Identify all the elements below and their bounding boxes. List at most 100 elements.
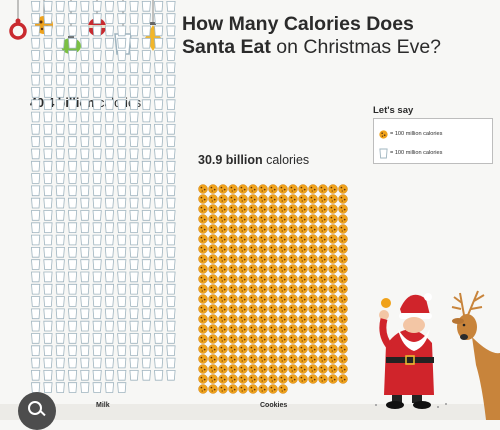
title-santa-eat: Santa Eat bbox=[182, 36, 271, 58]
cookie-icon bbox=[228, 304, 238, 314]
milk-glass-icon bbox=[67, 234, 78, 246]
milk-glass-icon bbox=[43, 234, 53, 246]
milk-glass-icon bbox=[154, 259, 164, 270]
cookie-icon bbox=[288, 254, 298, 264]
milk-glass-icon bbox=[104, 357, 115, 369]
cookie-icon bbox=[258, 294, 268, 304]
milk-glass-icon bbox=[104, 62, 115, 74]
cookie-icon bbox=[278, 344, 288, 354]
milk-glass-icon bbox=[129, 247, 139, 258]
milk-glass-icon bbox=[129, 308, 139, 320]
milk-glass-icon bbox=[67, 370, 78, 381]
cookie-icon bbox=[208, 184, 218, 194]
milk-glass-icon bbox=[92, 160, 102, 172]
cookie-icon bbox=[268, 194, 278, 204]
cookie-icon bbox=[208, 314, 218, 324]
cookie-icon bbox=[268, 254, 278, 264]
milk-glass-icon bbox=[117, 160, 127, 172]
cookie-icon bbox=[338, 294, 348, 304]
milk-glass-icon bbox=[67, 271, 78, 283]
milk-glass-icon bbox=[141, 234, 151, 246]
cookie-icon bbox=[248, 274, 258, 284]
cookie-icon bbox=[248, 364, 258, 374]
milk-glass-icon bbox=[92, 210, 102, 221]
cookie-icon bbox=[228, 374, 238, 384]
milk-glass-icon bbox=[141, 74, 151, 86]
cookie-icon bbox=[208, 254, 218, 264]
milk-glass-icon bbox=[141, 0, 151, 12]
cookie-icon bbox=[268, 304, 278, 314]
series-milk bbox=[31, 0, 176, 393]
milk-glass-icon bbox=[129, 370, 139, 381]
milk-glass-icon bbox=[92, 259, 102, 270]
cookie-icon bbox=[228, 244, 238, 254]
cookie-icon bbox=[328, 184, 338, 194]
milk-glass-icon bbox=[154, 345, 164, 356]
cookie-icon bbox=[328, 254, 338, 264]
milk-glass-icon bbox=[43, 283, 53, 295]
cookie-icon bbox=[268, 354, 278, 364]
milk-glass-icon bbox=[67, 25, 78, 37]
milk-glass-icon bbox=[31, 37, 41, 49]
cookie-icon bbox=[308, 284, 318, 294]
milk-glass-icon bbox=[117, 0, 127, 12]
milk-glass-icon bbox=[129, 50, 139, 61]
cookie-icon bbox=[238, 294, 248, 304]
milk-glass-icon bbox=[154, 308, 164, 320]
milk-glass-icon bbox=[141, 111, 151, 123]
cookie-icon bbox=[248, 314, 258, 324]
milk-glass-icon bbox=[55, 111, 65, 123]
milk-glass-icon bbox=[141, 308, 151, 320]
milk-glass-icon bbox=[67, 320, 78, 332]
cookie-icon bbox=[298, 284, 308, 294]
milk-glass-icon bbox=[166, 173, 176, 184]
cookie-icon bbox=[308, 224, 318, 234]
milk-glass-icon bbox=[104, 320, 115, 332]
cookie-icon bbox=[278, 314, 288, 324]
milk-glass-icon bbox=[117, 357, 127, 369]
milk-glass-icon bbox=[55, 210, 65, 221]
milk-glass-icon bbox=[80, 320, 90, 332]
cookie-icon bbox=[238, 364, 248, 374]
milk-glass-icon bbox=[31, 345, 41, 356]
cookie-icon bbox=[318, 184, 328, 194]
image-search-button[interactable] bbox=[18, 392, 56, 430]
milk-glass-icon bbox=[55, 50, 65, 61]
milk-glass-icon bbox=[166, 87, 176, 98]
milk-glass-icon bbox=[129, 74, 139, 86]
milk-glass-icon bbox=[166, 74, 176, 86]
cookie-icon bbox=[198, 314, 208, 324]
cookie-icon bbox=[198, 244, 208, 254]
milk-glass-icon bbox=[31, 185, 41, 197]
milk-glass-icon bbox=[92, 148, 102, 160]
milk-glass-icon bbox=[67, 185, 78, 197]
milk-glass-icon bbox=[55, 173, 65, 184]
milk-glass-icon bbox=[129, 345, 139, 356]
cookie-icon bbox=[278, 234, 288, 244]
milk-glass-icon bbox=[166, 0, 176, 12]
milk-glass-icon bbox=[117, 124, 127, 135]
milk-glass-icon bbox=[55, 283, 65, 295]
cookie-icon bbox=[308, 374, 318, 384]
cookie-icon bbox=[328, 234, 338, 244]
milk-glass-icon bbox=[166, 160, 176, 172]
milk-glass-icon bbox=[31, 13, 41, 24]
milk-glass-icon bbox=[154, 50, 164, 61]
milk-glass-icon bbox=[154, 210, 164, 221]
cookies-value-label: 30.9 billion calories bbox=[198, 153, 309, 167]
cookie-icon bbox=[268, 184, 278, 194]
milk-glass-icon bbox=[154, 148, 164, 160]
cookie-icon bbox=[278, 264, 288, 274]
milk-glass-icon bbox=[154, 13, 164, 24]
milk-glass-icon bbox=[43, 370, 53, 381]
cookie-icon bbox=[218, 304, 228, 314]
milk-glass-icon bbox=[129, 210, 139, 221]
x-label-cookies: Cookies bbox=[260, 402, 288, 409]
cookie-icon bbox=[238, 314, 248, 324]
milk-glass-icon bbox=[141, 25, 151, 37]
cookie-icon bbox=[288, 264, 298, 274]
cookie-icon bbox=[288, 334, 298, 344]
cookie-icon bbox=[248, 334, 258, 344]
cookie-icon bbox=[308, 354, 318, 364]
cookie-icon bbox=[258, 184, 268, 194]
